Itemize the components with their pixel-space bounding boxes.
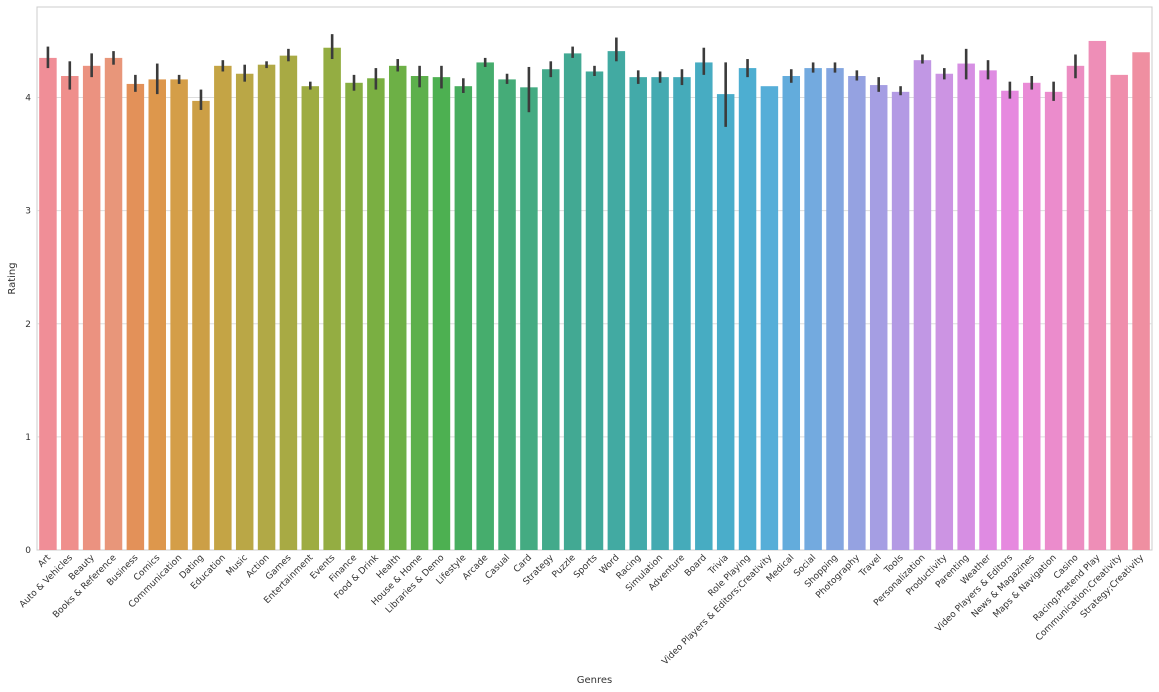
x-tick-label: Casual — [484, 553, 512, 581]
y-tick-label: 1 — [25, 433, 31, 443]
bar — [891, 91, 910, 550]
bar — [585, 71, 604, 550]
bar — [1044, 91, 1063, 550]
y-tick-labels: 0 1 2 3 4 — [25, 94, 31, 557]
bar — [1066, 65, 1085, 550]
bar — [979, 70, 997, 550]
bar — [454, 86, 473, 550]
bar — [39, 57, 57, 550]
bar — [804, 68, 822, 551]
bar — [695, 62, 713, 551]
x-axis-label: Genres — [577, 675, 613, 686]
x-tick-label: Art — [37, 553, 54, 570]
bar — [935, 73, 954, 551]
bar — [323, 47, 341, 550]
bar — [388, 65, 407, 550]
bar — [148, 79, 166, 551]
x-tick-label: Sports — [572, 553, 600, 581]
bar — [279, 55, 298, 551]
bar — [367, 78, 385, 551]
bar — [913, 60, 932, 550]
bar — [782, 76, 801, 550]
bar — [607, 51, 626, 551]
x-tick-label: Travel — [857, 553, 884, 580]
bar — [826, 68, 844, 551]
y-axis-label: Rating — [7, 262, 18, 294]
y-tick-label: 4 — [25, 94, 31, 104]
bar — [738, 68, 757, 551]
bar — [760, 86, 779, 550]
bar — [498, 79, 516, 551]
bar — [432, 77, 451, 550]
bar — [301, 86, 320, 550]
y-tick-label: 0 — [25, 546, 31, 556]
y-tick-label: 3 — [25, 207, 31, 217]
bar — [170, 79, 188, 551]
bar — [235, 73, 254, 551]
bar — [82, 65, 101, 550]
bar — [848, 76, 866, 550]
bar — [410, 76, 429, 550]
bar — [869, 85, 888, 551]
bar — [214, 65, 232, 550]
bar — [257, 64, 276, 550]
bar — [192, 100, 210, 551]
bars — [39, 40, 1150, 551]
bar — [1088, 40, 1107, 550]
bar — [957, 63, 975, 550]
bar — [673, 77, 691, 550]
bar — [1001, 90, 1019, 551]
bar — [716, 94, 735, 550]
bar — [1132, 52, 1150, 550]
bar — [542, 69, 560, 550]
bar — [520, 87, 538, 550]
bar — [345, 82, 363, 550]
bar — [629, 77, 647, 550]
bar — [1023, 82, 1041, 550]
x-tick-label: Board — [683, 553, 709, 579]
bar — [1110, 74, 1128, 550]
bar — [476, 62, 494, 551]
bar — [126, 83, 145, 551]
bar — [104, 57, 123, 550]
y-tick-label: 2 — [25, 320, 31, 330]
bar — [563, 53, 582, 550]
bar — [651, 77, 669, 550]
error-bars — [46, 34, 1077, 127]
bar — [61, 76, 79, 550]
